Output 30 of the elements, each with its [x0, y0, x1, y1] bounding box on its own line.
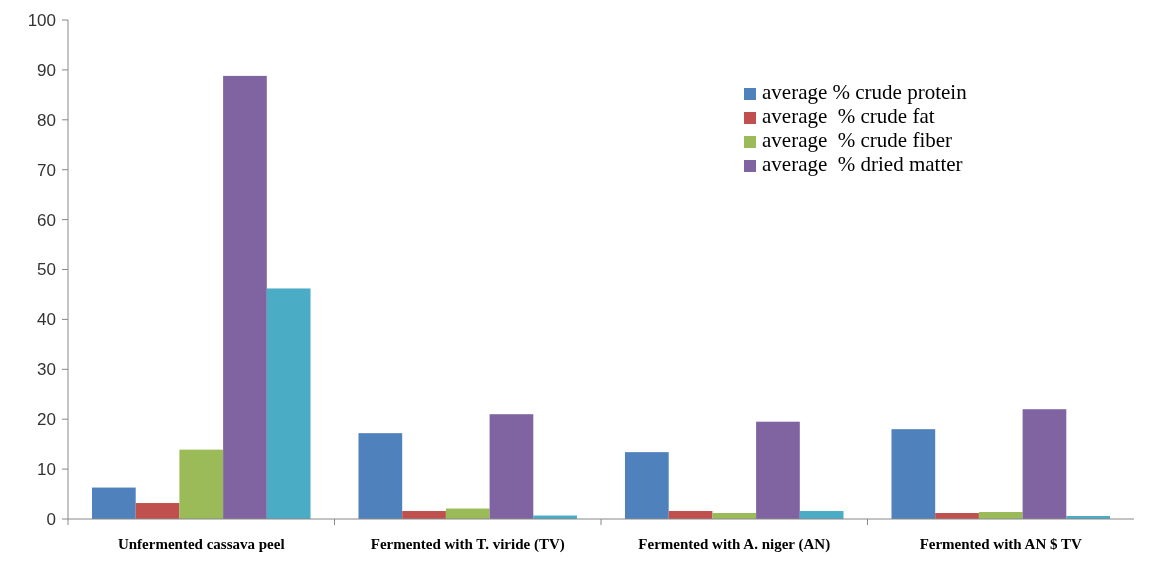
bar [624, 452, 669, 519]
x-tick-label: Fermented with T. viride (TV) [370, 536, 565, 553]
legend-label: average % crude fiber [762, 128, 953, 152]
bar [358, 433, 403, 519]
y-tick-label: 50 [37, 260, 56, 280]
bar [179, 449, 224, 519]
x-tick-label: Fermented with AN $ TV [919, 536, 1083, 552]
bar [891, 429, 936, 519]
y-tick-label: 20 [37, 410, 56, 430]
legend-label: average % dried matter [762, 152, 963, 176]
x-tick-label: Fermented with A. niger (AN) [638, 536, 831, 553]
y-tick-label: 80 [37, 110, 56, 130]
bar [756, 421, 800, 519]
bar [1022, 409, 1067, 519]
y-tick-label: 10 [37, 460, 56, 480]
y-tick-label: 60 [37, 210, 56, 230]
y-tick-label: 0 [46, 509, 56, 529]
bar [266, 288, 311, 519]
y-tick-label: 90 [37, 60, 56, 80]
y-tick-label: 70 [37, 160, 56, 180]
legend-label: average % crude fat [762, 104, 935, 128]
bar [91, 487, 136, 519]
bar [135, 503, 180, 519]
legend-label: average % crude protein [762, 80, 968, 104]
y-tick-label: 100 [27, 10, 56, 30]
y-tick-label: 30 [37, 360, 56, 380]
y-tick-label: 40 [37, 310, 56, 330]
bar [489, 414, 534, 519]
bar [223, 75, 267, 519]
x-tick-label: Unfermented cassava peel [117, 536, 285, 552]
